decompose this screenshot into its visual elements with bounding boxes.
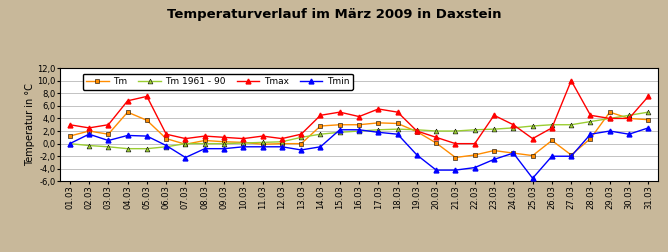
Legend: Tm, Tm 1961 - 90, Tmax, Tmin: Tm, Tm 1961 - 90, Tmax, Tmin: [83, 74, 353, 90]
Y-axis label: Temperatur in °C: Temperatur in °C: [25, 83, 35, 166]
Text: Temperaturverlauf im März 2009 in Daxstein: Temperaturverlauf im März 2009 in Daxste…: [167, 8, 501, 21]
